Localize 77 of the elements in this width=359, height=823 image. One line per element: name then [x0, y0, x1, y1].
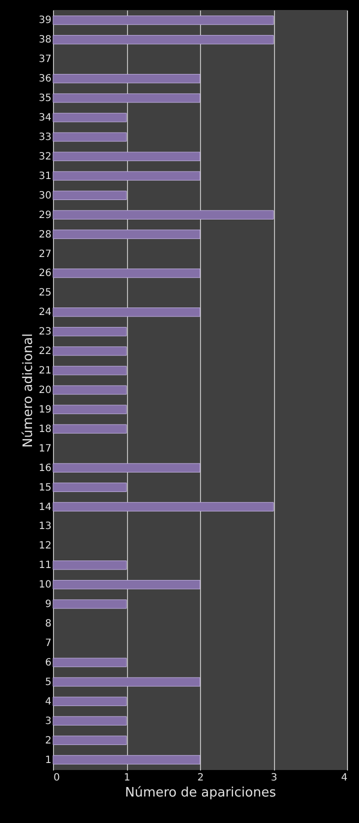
bar: [52, 326, 127, 336]
bar: [52, 230, 200, 239]
bar: [52, 35, 274, 44]
y-tick-label: 24: [38, 307, 52, 318]
y-tick-label: 1: [45, 754, 52, 766]
y-tick-label: 25: [38, 288, 52, 299]
bar: [52, 16, 274, 25]
y-tick-label: 31: [38, 170, 52, 182]
y-tick-label: 35: [38, 93, 52, 104]
y-tick-label: 5: [45, 676, 52, 688]
bar: [52, 736, 127, 745]
bar: [52, 93, 200, 103]
y-tick-label: 17: [38, 443, 52, 454]
y-tick-label: 13: [38, 521, 52, 532]
bar: [52, 716, 127, 726]
y-tick-label: 11: [38, 560, 52, 572]
y-axis-title: Número adicional: [20, 333, 36, 448]
x-tick-label: 1: [124, 772, 130, 784]
y-tick-label: 8: [45, 618, 52, 630]
y-tick-label: 32: [38, 151, 52, 162]
y-tick-label: 27: [38, 248, 52, 260]
y-tick-label: 7: [45, 638, 52, 650]
bar: [52, 482, 127, 492]
y-tick-label: 20: [38, 385, 52, 396]
y-tick-label: 28: [38, 229, 52, 240]
bar: [52, 74, 200, 84]
bar: [52, 463, 200, 472]
y-tick-label: 3: [45, 716, 52, 727]
bar: [52, 112, 127, 122]
bar: [52, 696, 127, 706]
y-tick-label: 6: [45, 657, 52, 668]
bar: [52, 171, 200, 181]
x-axis-title: Número de apariciones: [124, 786, 276, 800]
y-tick-label: 37: [38, 54, 52, 66]
y-tick-label: 29: [38, 210, 52, 221]
y-tick-label: 9: [45, 599, 52, 610]
y-tick-label: 10: [38, 580, 52, 591]
y-tick-label: 23: [38, 326, 52, 338]
bar: [52, 599, 127, 609]
y-tick-label: 39: [38, 15, 52, 26]
bar: [52, 366, 127, 376]
bar: [52, 268, 200, 278]
x-tick-label: 4: [341, 772, 348, 784]
y-tick-label: 12: [38, 540, 52, 552]
y-tick-label: 14: [38, 502, 52, 513]
bar: [52, 190, 127, 200]
bar: [52, 677, 200, 687]
y-tick-label: 22: [38, 346, 52, 358]
bar: [52, 210, 274, 220]
bar: [52, 580, 200, 590]
bar: [52, 560, 127, 570]
y-tick-label: 33: [38, 132, 52, 143]
bar: [52, 308, 200, 317]
bar: [52, 424, 127, 434]
bar: [52, 755, 200, 764]
y-tick-label: 30: [38, 190, 52, 202]
y-tick-label: 26: [38, 268, 52, 280]
y-tick-label: 38: [38, 34, 52, 46]
y-tick-label: 16: [38, 462, 52, 474]
x-tick-label: 3: [270, 772, 278, 784]
bar: [52, 346, 127, 356]
bar: [52, 502, 274, 512]
bar: [52, 385, 127, 395]
y-tick-label: 34: [38, 112, 52, 124]
bar: [52, 152, 200, 162]
y-tick-label: 21: [38, 366, 52, 377]
x-tick-label: 2: [197, 772, 204, 784]
y-tick-label: 18: [38, 424, 52, 435]
bar: [52, 404, 127, 414]
x-tick-label: 0: [54, 772, 60, 784]
bar: [52, 658, 127, 668]
bar: [52, 132, 127, 142]
y-tick-label: 36: [38, 74, 52, 85]
y-tick-label: 4: [45, 696, 52, 708]
y-tick-label: 19: [38, 404, 52, 416]
y-tick-label: 15: [38, 482, 52, 494]
y-tick-label: 2: [45, 735, 52, 746]
